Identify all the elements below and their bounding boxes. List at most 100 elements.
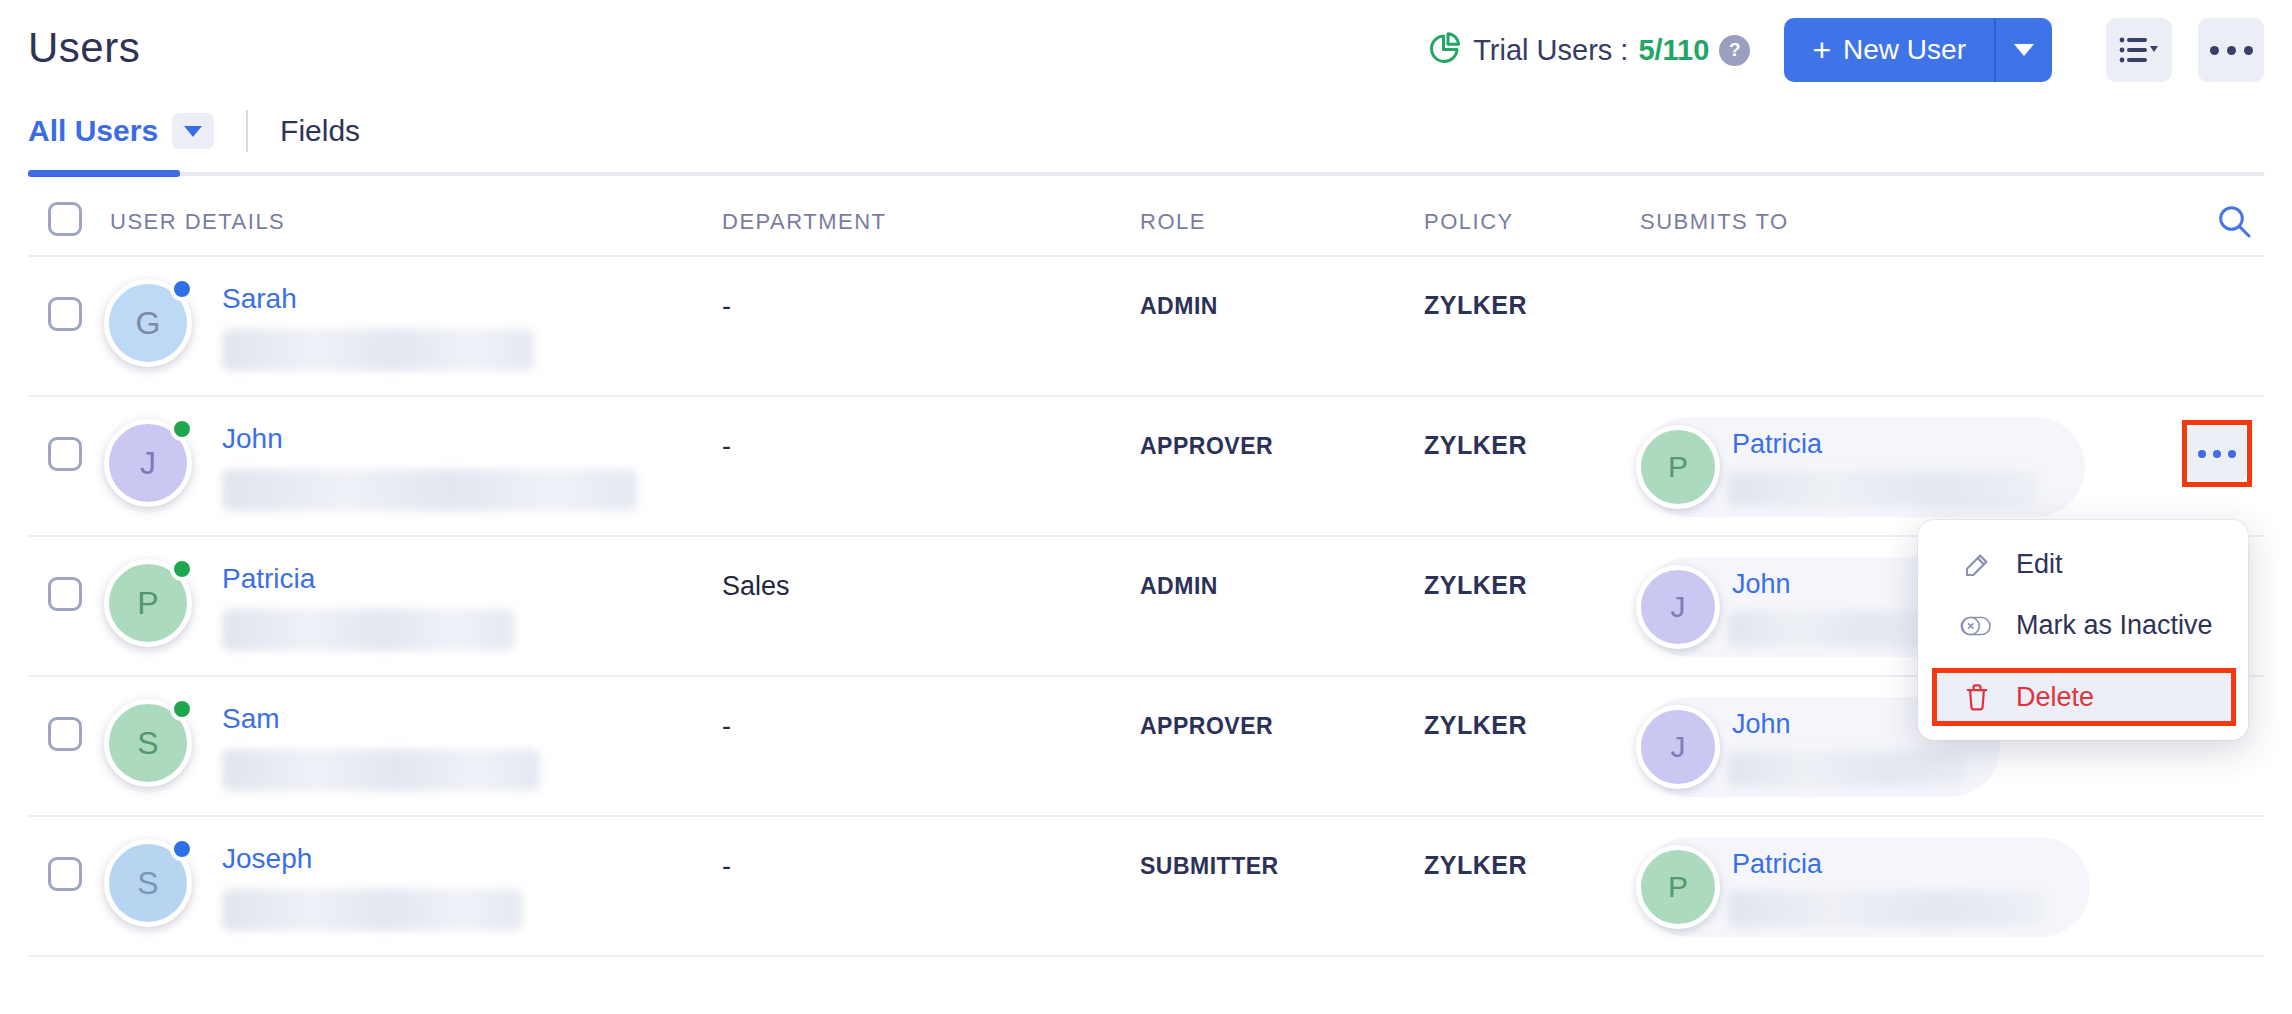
department-cell: - [722, 851, 731, 882]
tab-all-users[interactable]: All Users [28, 113, 214, 149]
page-title: Users [28, 16, 140, 72]
policy-cell: ZYLKER [1424, 851, 1527, 880]
table-row: J John - APPROVER ZYLKER P Patricia [28, 397, 2264, 537]
row-checkbox[interactable] [48, 717, 82, 751]
email-blurred [222, 329, 534, 371]
toggle-inactive-icon [1960, 613, 1994, 639]
avatar: J [1636, 705, 1720, 789]
menu-item-delete[interactable]: Delete [1932, 668, 2236, 726]
user-name-link[interactable]: Sam [222, 703, 280, 735]
avatar: J [1636, 565, 1720, 649]
ellipsis-icon [2198, 450, 2206, 458]
user-name-link[interactable]: Joseph [222, 843, 312, 875]
new-user-dropdown-button[interactable] [1996, 18, 2052, 82]
submits-to-chip: P Patricia [1640, 417, 2085, 517]
avatar-initial: P [1636, 425, 1720, 509]
email-blurred [1728, 891, 2043, 927]
new-user-button[interactable]: + New User [1784, 18, 1994, 82]
pie-chart-icon [1427, 30, 1463, 70]
avatar: P [1636, 425, 1720, 509]
email-blurred [1728, 751, 1968, 787]
menu-item-edit[interactable]: Edit [1918, 534, 2248, 595]
search-icon [2214, 201, 2254, 241]
role-cell: ADMIN [1140, 293, 1218, 320]
trial-users-info: Trial Users : 5/110 ? [1427, 30, 1750, 70]
new-user-split-button: + New User [1784, 18, 2052, 82]
email-blurred [1728, 471, 2040, 507]
column-role: ROLE [1140, 209, 1206, 235]
policy-cell: ZYLKER [1424, 711, 1527, 740]
tab-fields[interactable]: Fields [280, 114, 360, 148]
avatar: S [104, 699, 192, 787]
role-cell: ADMIN [1140, 573, 1218, 600]
tab-underline [28, 170, 2264, 177]
column-department: DEPARTMENT [722, 209, 887, 235]
email-blurred [222, 469, 637, 511]
avatar: J [104, 419, 192, 507]
ellipsis-icon [2210, 46, 2253, 55]
role-cell: SUBMITTER [1140, 853, 1279, 880]
column-submits-to: SUBMITS TO [1640, 209, 1789, 235]
submits-to-chip: P Patricia [1640, 837, 2090, 937]
help-icon[interactable]: ? [1719, 35, 1750, 66]
annotation-highlight-box [2182, 420, 2252, 487]
email-blurred [1728, 611, 1938, 647]
user-name-link[interactable]: Sarah [222, 283, 297, 315]
avatar: P [104, 559, 192, 647]
submits-to-name-link[interactable]: John [1732, 709, 1791, 740]
status-dot [170, 557, 194, 581]
avatar-initial: J [1636, 705, 1720, 789]
user-name-link[interactable]: John [222, 423, 283, 455]
department-cell: - [722, 711, 731, 742]
tab-all-users-label: All Users [28, 114, 158, 148]
tab-divider [246, 110, 248, 152]
submits-to-name-link[interactable]: John [1732, 569, 1791, 600]
policy-cell: ZYLKER [1424, 571, 1527, 600]
status-dot [170, 837, 194, 861]
row-checkbox[interactable] [48, 437, 82, 471]
table-row: G Sarah - ADMIN ZYLKER [28, 257, 2264, 397]
trash-icon [1960, 682, 1994, 712]
row-checkbox[interactable] [48, 297, 82, 331]
user-name-link[interactable]: Patricia [222, 563, 315, 595]
department-cell: - [722, 431, 731, 462]
tabs-bar: All Users Fields [0, 106, 2292, 177]
more-options-button[interactable] [2198, 18, 2264, 82]
status-dot [170, 277, 194, 301]
policy-cell: ZYLKER [1424, 431, 1527, 460]
avatar: P [1636, 845, 1720, 929]
email-blurred [222, 609, 514, 651]
avatar-initial: J [1636, 565, 1720, 649]
status-dot [170, 417, 194, 441]
submits-to-name-link[interactable]: Patricia [1732, 429, 1822, 460]
row-context-menu: Edit Mark as Inactive Delete [1918, 520, 2248, 740]
search-button[interactable] [2214, 201, 2258, 245]
role-cell: APPROVER [1140, 713, 1273, 740]
avatar: G [104, 279, 192, 367]
select-all-checkbox[interactable] [48, 202, 82, 236]
department-cell: Sales [722, 571, 790, 602]
tab-dropdown-button[interactable] [172, 113, 214, 149]
avatar-initial: P [1636, 845, 1720, 929]
row-checkbox[interactable] [48, 857, 82, 891]
table-header: USER DETAILS DEPARTMENT ROLE POLICY SUBM… [28, 187, 2264, 257]
department-cell: - [722, 291, 731, 322]
menu-item-label: Edit [2016, 549, 2063, 580]
role-cell: APPROVER [1140, 433, 1273, 460]
list-view-icon [2119, 33, 2159, 67]
chevron-down-icon [2014, 44, 2034, 56]
table-row: S Joseph - SUBMITTER ZYLKER P Patricia [28, 817, 2264, 957]
row-more-actions-button[interactable] [2188, 426, 2246, 481]
chevron-down-icon [184, 126, 202, 137]
row-checkbox[interactable] [48, 577, 82, 611]
email-blurred [222, 749, 540, 791]
trial-users-count: 5/110 [1638, 34, 1709, 67]
view-options-button[interactable] [2106, 18, 2172, 82]
status-dot [170, 697, 194, 721]
menu-item-mark-as-inactive[interactable]: Mark as Inactive [1918, 595, 2248, 656]
pencil-icon [1960, 550, 1994, 580]
trial-users-label: Trial Users : [1473, 34, 1628, 67]
policy-cell: ZYLKER [1424, 291, 1527, 320]
plus-icon: + [1812, 34, 1831, 66]
submits-to-name-link[interactable]: Patricia [1732, 849, 1822, 880]
